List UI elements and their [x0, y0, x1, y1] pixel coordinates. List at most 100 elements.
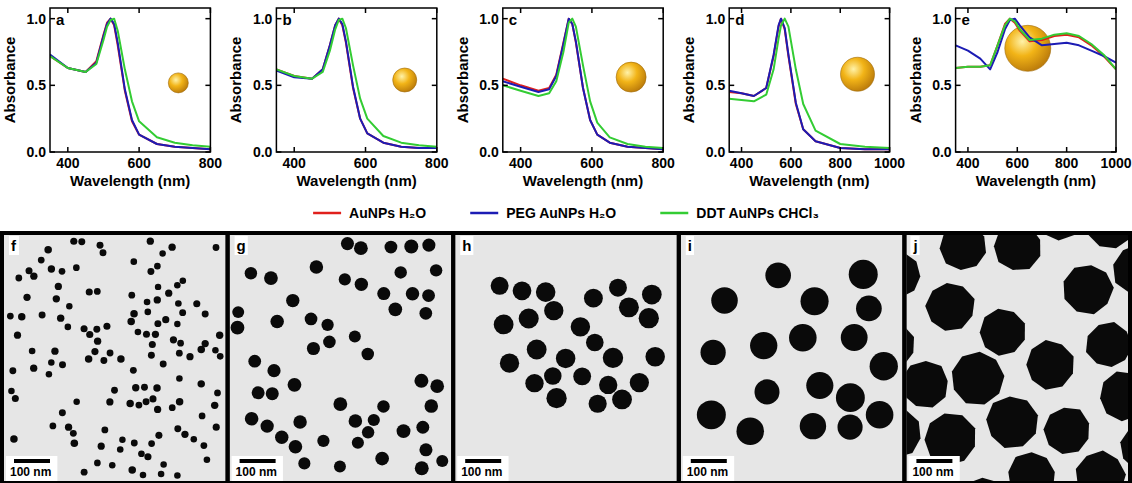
y-tick: [885, 85, 890, 87]
nanoparticle: [39, 311, 46, 318]
nanoparticle: [556, 349, 575, 368]
x-axis-title: Wavelength (nm): [296, 172, 416, 189]
nanoparticle: [765, 263, 791, 289]
nanoparticle: [231, 321, 245, 335]
nanoparticle: [57, 314, 64, 321]
nanoparticle: [174, 321, 180, 327]
label-patch: [686, 236, 694, 255]
x-tick: [67, 147, 69, 152]
y-tick-label: 0.5: [706, 77, 726, 93]
nanoparticle: [527, 340, 547, 360]
nanoparticle: [128, 466, 136, 474]
particle-icon: [393, 68, 417, 92]
nanoparticle: [352, 437, 364, 449]
x-tick: [1017, 8, 1019, 13]
legend-item: DDT AuNPs CHCl₃: [660, 205, 819, 221]
label-patch: [235, 236, 248, 255]
nanoparticle: [59, 409, 66, 416]
nanoparticle: [952, 352, 1005, 405]
tem-image: [906, 235, 1128, 481]
series-line: [276, 19, 436, 148]
y-tick: [885, 151, 890, 153]
panel-letter: c: [509, 11, 517, 28]
x-tick: [365, 147, 367, 152]
x-tick: [591, 8, 593, 13]
panel-letter: d: [735, 11, 744, 28]
tem-background: [230, 235, 452, 481]
x-tick: [138, 8, 140, 13]
y-tick: [956, 85, 961, 87]
nanoparticle: [176, 350, 183, 357]
nanoparticle: [140, 472, 147, 479]
nanoparticle: [59, 268, 66, 275]
nanoparticle: [144, 299, 151, 306]
nanoparticle: [168, 243, 175, 250]
nanoparticle: [870, 352, 898, 380]
y-tick: [432, 85, 437, 87]
nanoparticle: [44, 246, 52, 254]
nanoparticle: [30, 365, 37, 372]
y-tick-label: 0.5: [27, 77, 47, 93]
nanoparticle: [130, 310, 138, 318]
nanoparticle: [94, 288, 101, 295]
lines: [50, 19, 210, 150]
series-line: [729, 19, 889, 150]
nanoparticle: [1035, 235, 1085, 241]
x-axis-title: Wavelength (nm): [749, 172, 869, 189]
nanoparticle: [736, 417, 764, 445]
nanoparticle: [355, 278, 368, 291]
nanoparticle: [174, 282, 181, 289]
x-tick: [1115, 8, 1117, 13]
y-tick: [956, 151, 961, 153]
y-tick-label: 0.0: [706, 144, 726, 160]
nanoparticle: [513, 281, 532, 300]
plot-frame: [50, 8, 210, 152]
y-tick: [1111, 151, 1116, 153]
y-tick: [205, 18, 210, 20]
nanoparticle: [906, 361, 947, 407]
nanoparticle: [217, 353, 224, 360]
nanoparticle: [119, 437, 125, 443]
nanoparticle: [642, 285, 662, 305]
nanoparticle: [349, 330, 361, 342]
nanoparticle: [213, 244, 220, 251]
nanoparticle: [414, 374, 428, 388]
nanoparticle: [86, 331, 93, 338]
nanoparticle: [162, 316, 169, 323]
nanoparticle: [368, 414, 380, 426]
y-tick-label: 0.0: [253, 144, 273, 160]
nanoparticle: [232, 306, 244, 318]
nanoparticle: [141, 384, 148, 391]
nanoparticle: [7, 313, 14, 320]
nanoparticle: [48, 359, 54, 365]
x-tick-label: 800: [199, 155, 223, 171]
series-line: [956, 19, 1116, 70]
nanoparticle: [70, 430, 77, 437]
x-axis-title: Wavelength (nm): [523, 172, 643, 189]
nanoparticle: [525, 374, 543, 392]
nanoparticle: [849, 260, 878, 289]
nanoparticle: [307, 342, 320, 355]
nanoparticle: [430, 379, 444, 393]
nanoparticle: [275, 431, 288, 444]
series-line: [503, 19, 663, 150]
nanoparticle: [267, 364, 280, 377]
nanoparticle: [93, 326, 100, 333]
nanoparticle: [377, 400, 390, 413]
x-tick: [839, 8, 841, 13]
label-patch: [460, 236, 473, 255]
x-tick: [138, 147, 140, 152]
nanoparticle: [245, 267, 257, 279]
nanoparticle: [571, 317, 590, 336]
series-line: [50, 19, 210, 150]
nanoparticle: [81, 325, 88, 332]
nanoparticle: [94, 460, 101, 467]
panel-letter: h: [462, 237, 471, 254]
nanoparticle: [130, 258, 137, 265]
nanoparticle: [212, 347, 219, 354]
nanoparticle: [59, 361, 66, 368]
nanoparticle: [174, 472, 181, 479]
scale-bar-label: 100 nm: [912, 465, 953, 479]
nanoparticle: [81, 469, 88, 476]
nanoparticle: [145, 309, 152, 316]
